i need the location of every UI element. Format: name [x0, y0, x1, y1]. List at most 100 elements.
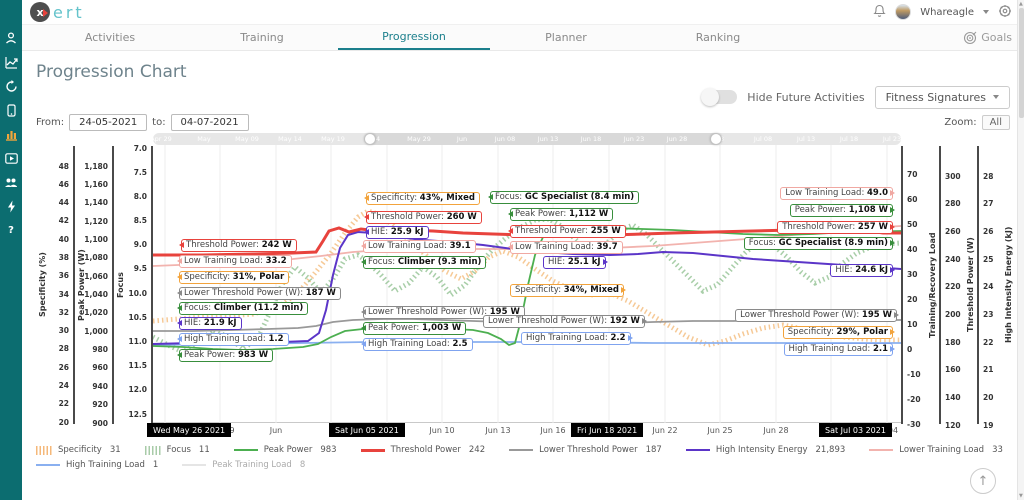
user-menu-chevron-icon[interactable]: [983, 10, 989, 17]
help-icon[interactable]: ?: [8, 224, 14, 236]
xert-logo[interactable]: x ert: [30, 2, 85, 22]
goals-button[interactable]: Goals: [963, 25, 1012, 50]
tab-planner[interactable]: Planner: [545, 31, 587, 44]
notifications-bell-icon[interactable]: [873, 3, 886, 22]
legend-item-peak-power[interactable]: Peak Power 983: [233, 445, 337, 455]
chart-callout: HIE: 24.6 kJ: [830, 264, 895, 277]
axis-tick: 28: [983, 171, 994, 181]
axis-tick: 920: [92, 400, 108, 410]
axis-tick: 240: [945, 254, 961, 264]
axis-tick: 160: [945, 365, 961, 375]
axis-tick: 220: [945, 282, 961, 292]
fitness-signatures-dropdown[interactable]: Fitness Signatures: [874, 85, 1010, 109]
page-scrollbar[interactable]: ▲ ▼: [1017, 0, 1024, 500]
legend-item-focus[interactable]: Focus 11: [144, 445, 210, 455]
chart-callout: Specificity: 34%, Mixed: [510, 284, 627, 297]
axis-tick: 24: [58, 380, 69, 390]
axis-tick: 38: [58, 252, 69, 262]
legend-item-high-training-load[interactable]: High Training Load 1: [36, 460, 158, 470]
video-icon[interactable]: [4, 151, 18, 165]
minimap-date-label: Jun 13: [537, 135, 559, 143]
axis-tick: 12.0: [128, 385, 147, 395]
plot-area[interactable]: Threshold Power: 242 W Low Training Load:…: [153, 145, 901, 423]
chart-callout: Lower Threshold Power (W): 195 W: [735, 309, 899, 322]
hide-future-label: Hide Future Activities: [747, 90, 865, 104]
zoom-all-button[interactable]: All: [981, 114, 1010, 130]
minimap-handle[interactable]: [364, 133, 376, 145]
axis-tick: 7.0: [133, 143, 147, 153]
chart-callout: High Training Load: 2.1: [783, 343, 895, 356]
scroll-to-top-button[interactable]: ↑: [970, 468, 996, 494]
chart-callout: High Training Load: 1.2: [177, 333, 289, 346]
minimap-date-label: Jun 18: [580, 135, 602, 143]
chart-callout: Peak Power: 983 W: [176, 349, 274, 362]
axis-tick: 1,040: [84, 290, 108, 299]
minimap-date-label: Jul 13: [796, 135, 816, 143]
mobile-icon[interactable]: [4, 103, 18, 117]
from-date-input[interactable]: [69, 113, 148, 131]
group-icon[interactable]: [4, 175, 18, 189]
tab-progression[interactable]: Progression: [338, 25, 490, 50]
legend-item-peak-training-load[interactable]: Peak Training Load 8: [182, 460, 305, 470]
legend-item-high-intensity-energy[interactable]: High Intensity Energy 21,893: [685, 445, 845, 455]
username[interactable]: Whareagle: [920, 6, 974, 18]
power-icon[interactable]: [4, 199, 18, 213]
chart-callout: Focus: GC Specialist (8.4 min): [487, 191, 640, 204]
top-bar: x ert Whareagle: [22, 0, 1024, 25]
hide-future-toggle[interactable]: [701, 88, 738, 106]
x-axis-tick: Jun 13: [485, 426, 511, 435]
axis-tick: 25: [983, 254, 994, 264]
progression-icon[interactable]: [4, 55, 18, 69]
settings-gear-icon[interactable]: [998, 3, 1012, 22]
to-date-input[interactable]: [170, 113, 249, 131]
axis-tick: 19: [983, 420, 994, 430]
tab-training[interactable]: Training: [240, 31, 284, 44]
chart-callout: HIE: 25.9 kJ: [364, 226, 429, 239]
user-avatar[interactable]: [895, 4, 912, 20]
axis-tick: 8.5: [133, 216, 147, 226]
chart-callout: Specificity: 43%, Mixed: [363, 192, 481, 205]
legend-item-specificity[interactable]: Specificity 31: [36, 445, 121, 455]
legend-swatch: [233, 449, 258, 451]
series-threshold-power: [153, 226, 901, 257]
scrollbar-thumb[interactable]: [1019, 8, 1024, 118]
minimap-date-label: May 14: [278, 135, 302, 143]
scrollbar-up-icon[interactable]: ▲: [1019, 1, 1023, 7]
axis-tick: 8.0: [133, 191, 147, 201]
legend-swatch: [36, 464, 60, 466]
axis-tick: 1,160: [84, 179, 108, 189]
menu-icon[interactable]: [5, 5, 18, 19]
chart-callout: High Training Load: 2.5: [361, 338, 473, 351]
tab-ranking[interactable]: Ranking: [695, 31, 741, 44]
legend-item-lower-training-load[interactable]: Lower Training Load 33: [869, 445, 1003, 455]
chart-callout: HIE: 25.1 kJ: [543, 256, 608, 269]
axis-tick: 10: [907, 319, 918, 329]
tab-activities[interactable]: Activities: [84, 31, 136, 44]
scrollbar-down-icon[interactable]: ▼: [1019, 493, 1023, 499]
axis-tick: 0: [907, 344, 913, 354]
legend-item-threshold-power[interactable]: Threshold Power 242: [360, 445, 485, 455]
axis-tick: 180: [945, 337, 961, 347]
x-axis-tick: Jun 10: [429, 426, 455, 435]
sidebar: ?: [0, 0, 22, 500]
axis-tick: 44: [58, 198, 69, 208]
reports-icon-active[interactable]: [4, 127, 18, 141]
legend-swatch: [360, 448, 385, 452]
x-axis-tick: Jun 16: [540, 426, 566, 435]
main-content: Progression Chart Hide Future Activities…: [22, 62, 1024, 470]
minimap-date-label: May: [197, 135, 211, 143]
minimap-date-label: Jun 23: [623, 135, 645, 143]
x-axis-tick: Jun: [269, 426, 283, 435]
goals-target-icon: [964, 31, 977, 44]
chart-minimap-scrollbar[interactable]: Apr 29 May May 09 May 14 May 19 24 May 29 Jun Ju…: [150, 133, 901, 145]
x-axis-tick: Jun 28: [763, 426, 789, 435]
axis-tick: 1,080: [84, 253, 108, 263]
axis-tick: 22: [983, 337, 994, 347]
axis-tick: 1,000: [84, 326, 108, 336]
sync-icon[interactable]: [4, 79, 18, 93]
legend-item-lower-threshold-power[interactable]: Lower Threshold Power 187: [509, 445, 662, 455]
minimap-handle[interactable]: [710, 133, 722, 145]
profile-icon[interactable]: [4, 31, 18, 45]
axis-tick: 7.5: [133, 167, 147, 177]
axis-tick: 11.5: [128, 361, 147, 371]
